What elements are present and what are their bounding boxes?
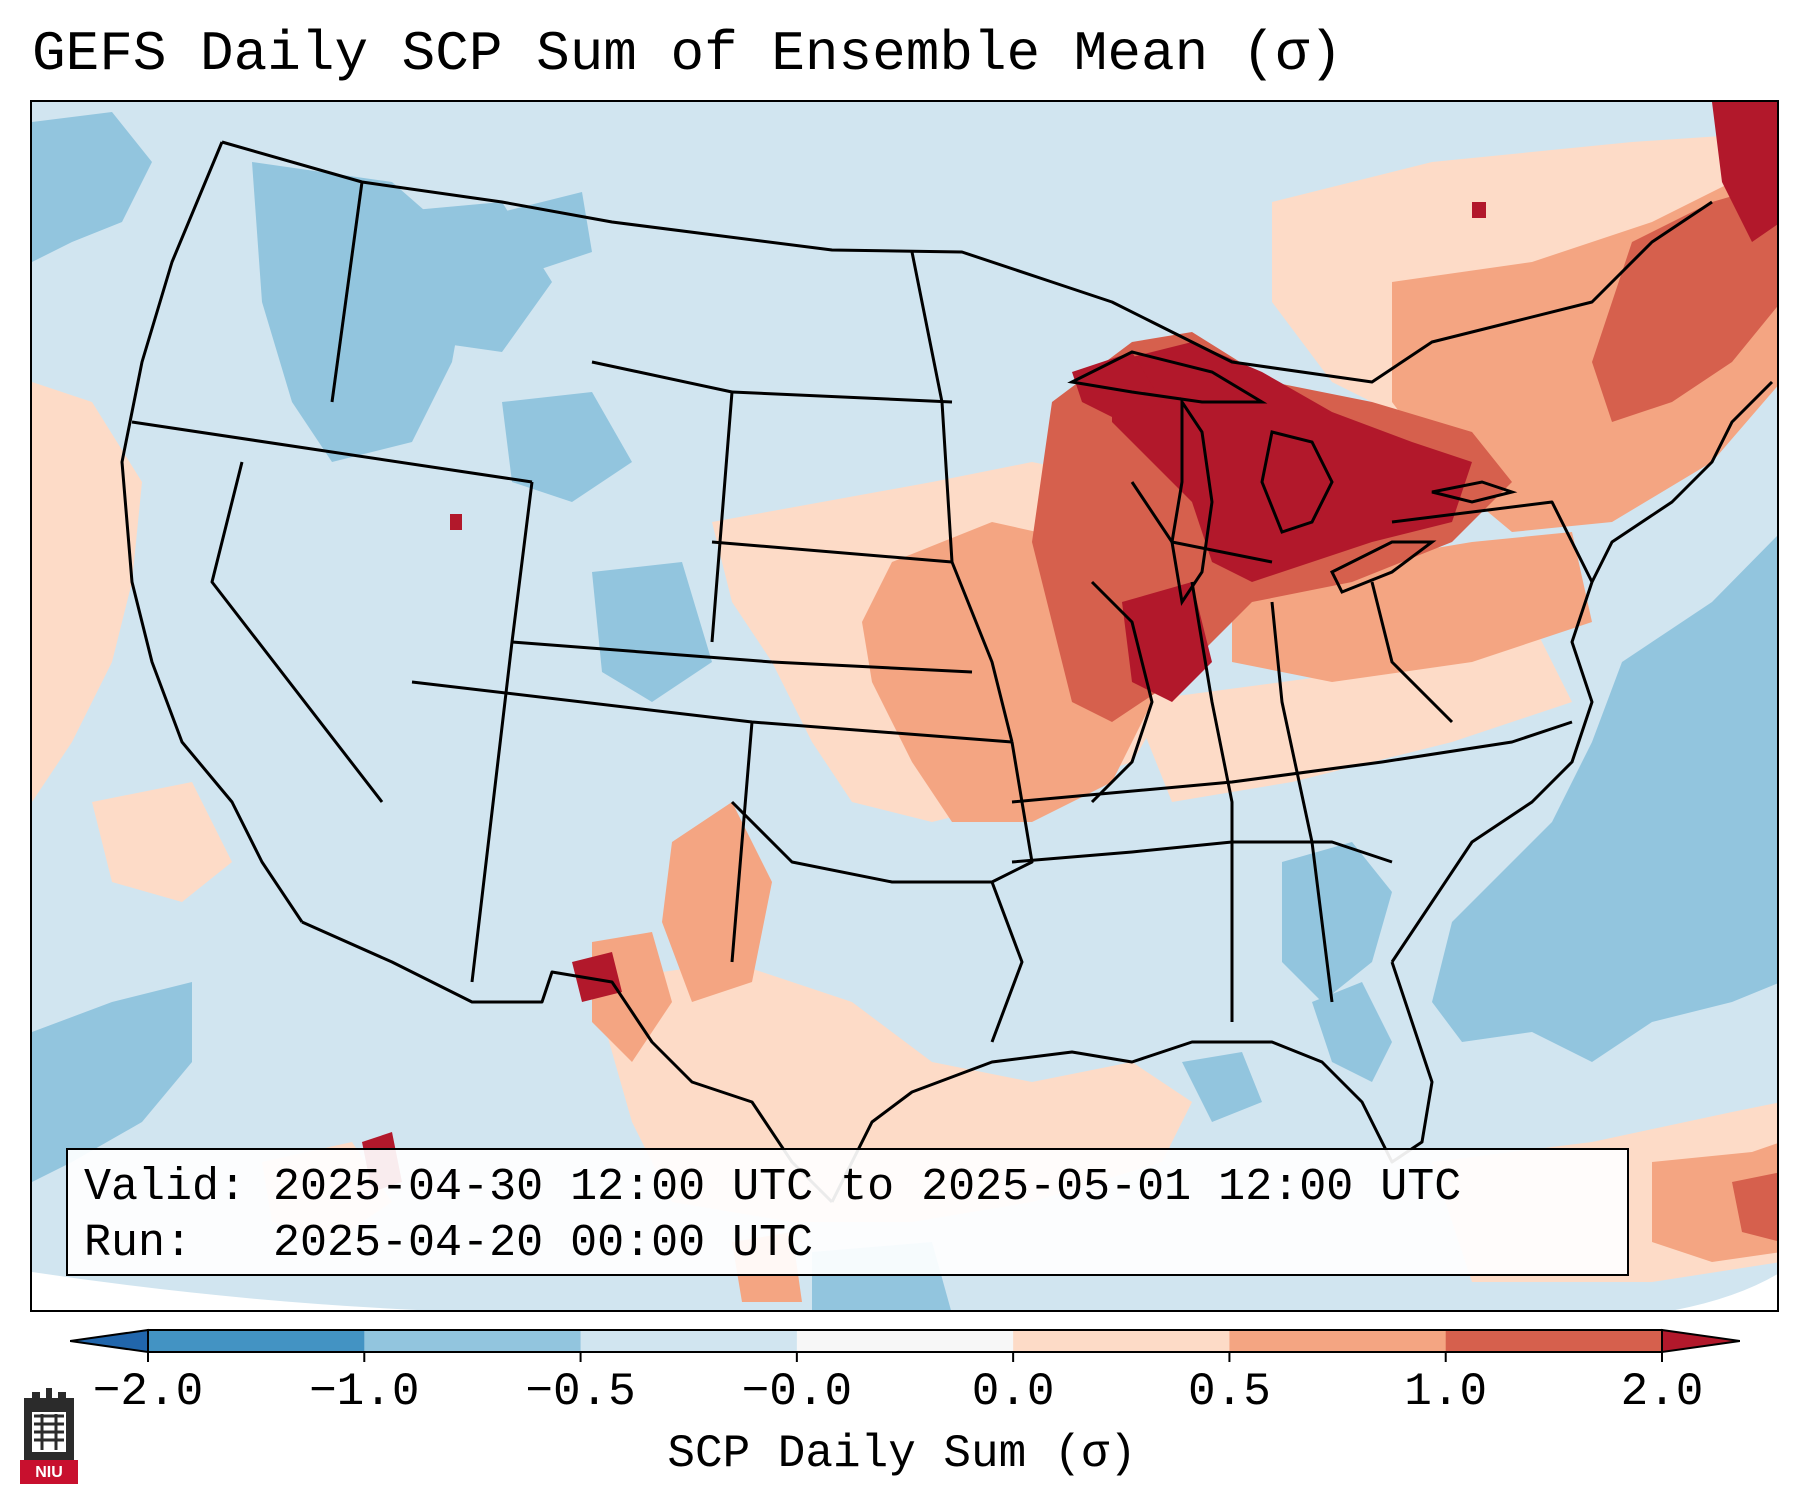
- map-panel: [30, 100, 1779, 1312]
- colorbar-tick-label: −0.5: [525, 1366, 636, 1418]
- colorado-blue: [592, 562, 712, 702]
- atlantic-coast: [1390, 380, 1774, 963]
- colorbar: [70, 1328, 1740, 1362]
- line-14: [1011, 720, 1573, 804]
- chart-title: GEFS Daily SCP Sum of Ensemble Mean (σ): [32, 22, 1343, 86]
- colorbar-tick-label: 1.0: [1404, 1366, 1488, 1418]
- colorbar-bin: [364, 1330, 582, 1352]
- colorbar-tick-label: −2.0: [92, 1366, 204, 1418]
- new-mexico-dark-red: [572, 952, 622, 1002]
- projection-edge: [32, 1272, 418, 1310]
- idaho-montana-blue: [392, 202, 552, 352]
- line-17: [1190, 581, 1234, 1022]
- northeast-red: [1592, 183, 1777, 422]
- gulf-blue-patches: [1182, 1052, 1262, 1122]
- line-19: [1370, 581, 1454, 724]
- line-1: [131, 420, 533, 484]
- colorbar-bin: [580, 1330, 798, 1352]
- great-lakes: [1067, 350, 1518, 606]
- colorbar-tick-label: −1.0: [309, 1366, 420, 1418]
- new-mexico-mid-red: [662, 802, 772, 1002]
- scp-map: [32, 102, 1777, 1310]
- colorbar-under-triangle: [70, 1328, 149, 1354]
- georgia-blue: [1282, 842, 1392, 1002]
- lake-michigan: [1170, 397, 1214, 606]
- gulf-coast: [830, 961, 1434, 1203]
- colorbar-over-triangle: [1661, 1328, 1740, 1354]
- colorbar-tick-label: −0.0: [741, 1366, 853, 1418]
- colorbar-bin: [1013, 1330, 1230, 1352]
- florida-blue: [1312, 982, 1392, 1082]
- line-12: [910, 251, 1014, 743]
- pacific-blue-region-2: [32, 112, 152, 262]
- line-10: [711, 540, 953, 564]
- quebec-dark-red: [1712, 102, 1777, 242]
- valid-run-info-box: Valid: 2025-04-30 12:00 UTC to 2025-05-0…: [66, 1148, 1629, 1276]
- colorbar-bin: [148, 1330, 365, 1352]
- montana-east-blue: [502, 192, 592, 272]
- line-9: [731, 390, 953, 404]
- colorbar-tick-label: 0.5: [1188, 1366, 1271, 1418]
- negative-anomaly-regions: [32, 112, 1777, 1310]
- wyoming-blue: [502, 392, 632, 502]
- line-16: [1090, 580, 1154, 804]
- us-canada-border: [221, 140, 1713, 384]
- colorbar-bin: [796, 1330, 1014, 1352]
- pacific-light-red-2: [92, 782, 232, 902]
- line-20: [1391, 500, 1594, 583]
- colorbar-bin: [1229, 1330, 1447, 1352]
- colorbar-tick-label: 2.0: [1620, 1366, 1704, 1418]
- colorbar-tick-label: 0.0: [971, 1366, 1055, 1418]
- atlantic-blue-region: [1432, 536, 1777, 1062]
- line-3: [210, 461, 384, 803]
- caribbean-red: [1732, 1172, 1777, 1241]
- line-2: [330, 181, 364, 403]
- line-7: [730, 721, 754, 963]
- us-mexico-border: [301, 920, 834, 1204]
- lake-erie: [1329, 540, 1437, 594]
- niu-castle-logo-icon: NIU: [20, 1388, 78, 1484]
- utah-dark-red: [450, 514, 462, 530]
- line-22: [730, 800, 992, 884]
- logo-text: NIU: [35, 1464, 63, 1481]
- ohio-valley-light-red: [1132, 622, 1572, 802]
- projection-edge-right: [1675, 1274, 1777, 1310]
- run-time-text: Run: 2025-04-20 00:00 UTC: [84, 1218, 814, 1269]
- lake-huron: [1260, 430, 1334, 534]
- valid-time-text: Valid: 2025-04-30 12:00 UTC to 2025-05-0…: [84, 1162, 1462, 1213]
- pacific-coast-light-red: [32, 382, 142, 802]
- line-5: [511, 640, 773, 664]
- colorbar-label: SCP Daily Sum (σ): [667, 1428, 1137, 1480]
- pacific-blue-region-1: [32, 982, 192, 1182]
- colorbar-bin: [1445, 1330, 1663, 1352]
- quebec-dark-red-2: [1472, 202, 1486, 218]
- pacific-coast: [120, 141, 304, 923]
- state-borders: [120, 140, 1774, 1204]
- line-11: [771, 660, 973, 674]
- lake-ontario: [1431, 480, 1518, 504]
- lake-superior: [1067, 350, 1268, 404]
- colorbar-outline: [147, 1329, 1663, 1353]
- line-18: [1270, 601, 1334, 1003]
